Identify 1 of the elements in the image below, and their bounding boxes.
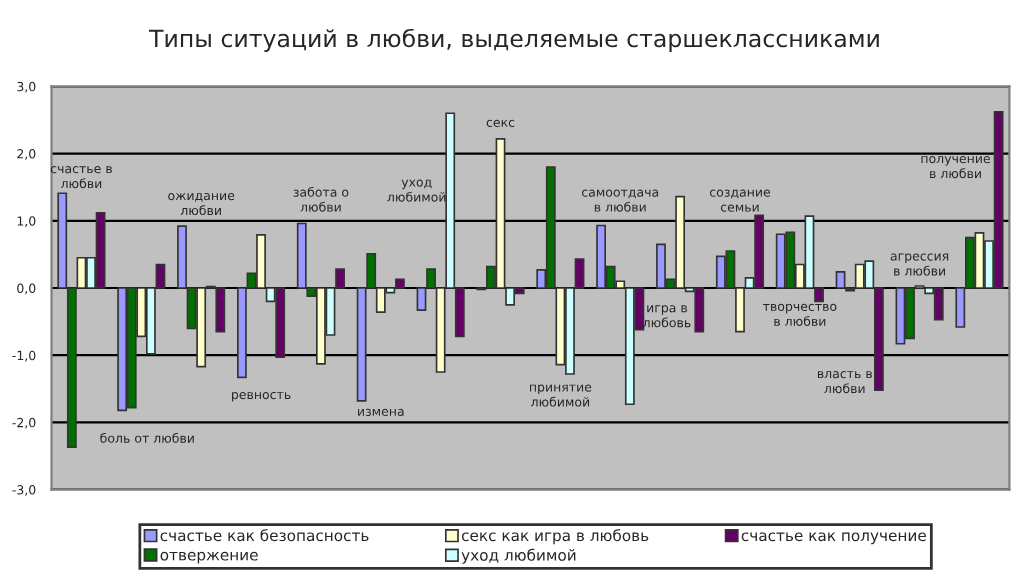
chart-title: Типы ситуаций в любви, выделяемые старшеклассниками: [149, 28, 879, 52]
